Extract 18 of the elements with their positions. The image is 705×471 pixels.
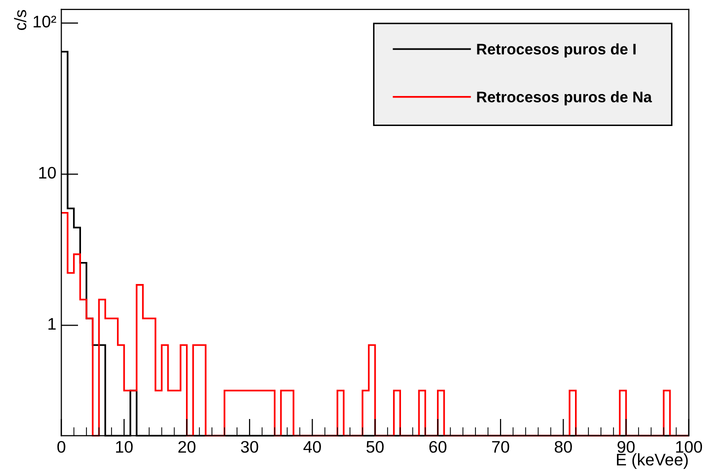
x-tick-label: 40 bbox=[303, 440, 321, 453]
x-tick-label: 100 bbox=[676, 440, 702, 453]
x-tick-label: 50 bbox=[366, 440, 384, 453]
legend-label: Retrocesos puros de I bbox=[477, 43, 636, 58]
y-tick-label: 1 bbox=[48, 318, 56, 330]
y-tick-label: 10 bbox=[39, 166, 56, 179]
y-axis-title: c/s bbox=[14, 10, 26, 30]
x-tick-label: 10 bbox=[116, 440, 133, 453]
x-axis-title: E (keVee) bbox=[616, 453, 688, 469]
x-tick-label: 60 bbox=[429, 440, 446, 453]
x-tick-label: 30 bbox=[240, 440, 258, 453]
x-tick-label: 70 bbox=[492, 440, 510, 453]
y-tick-label: 10² bbox=[34, 16, 56, 28]
x-tick-label: 90 bbox=[618, 440, 635, 453]
x-tick-label: 80 bbox=[554, 440, 572, 453]
x-tick-label: 0 bbox=[57, 440, 66, 453]
x-tick-label: 20 bbox=[178, 440, 196, 453]
legend-label: Retrocesos puros de Na bbox=[477, 91, 652, 106]
